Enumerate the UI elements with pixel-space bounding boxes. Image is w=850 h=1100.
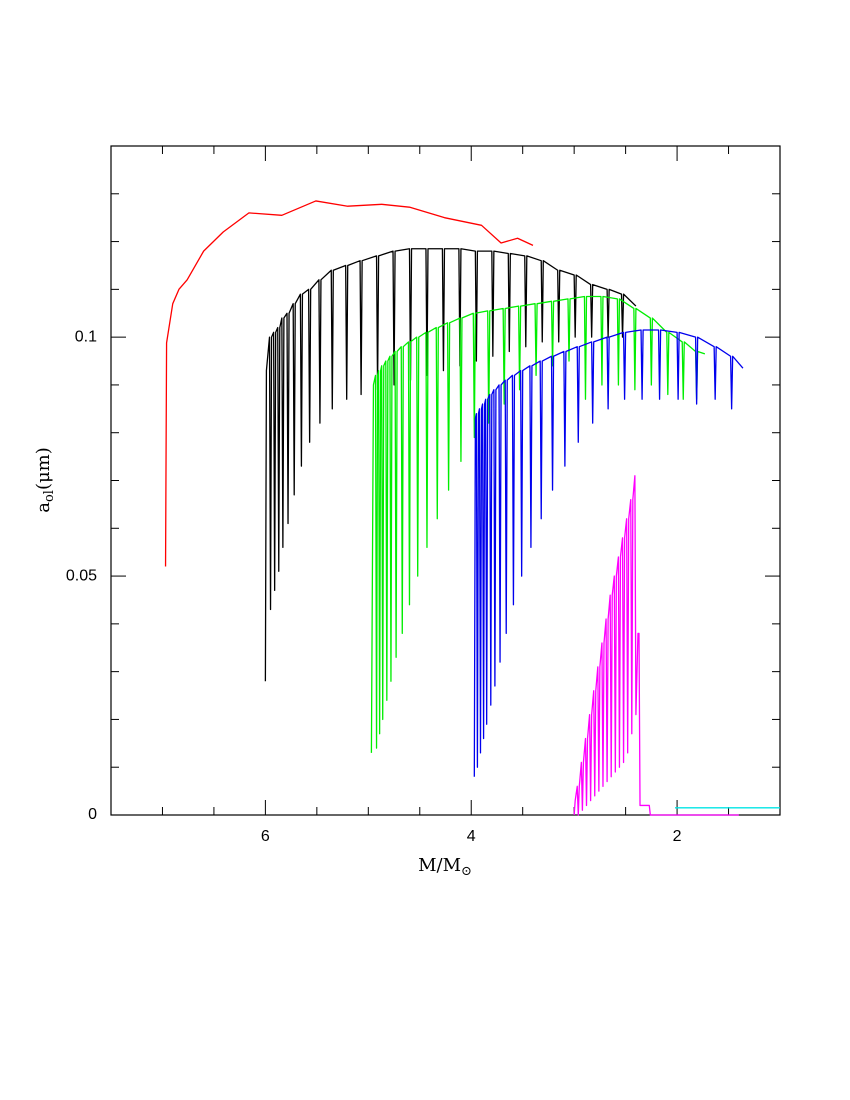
- y-tick-label: 0: [88, 806, 97, 823]
- x-label-main: M/M: [418, 855, 461, 876]
- x-axis-label: M/M⊙: [418, 855, 472, 879]
- y-label-sub: ol: [42, 490, 57, 502]
- series-line: [164, 200, 534, 567]
- x-tick-label: 6: [261, 828, 270, 845]
- series-line: [264, 248, 637, 682]
- y-label-main: a: [33, 502, 54, 513]
- plot-frame: [110, 145, 781, 816]
- y-label-rest: (μm): [33, 447, 54, 490]
- y-axis-label: aol(μm): [33, 447, 57, 513]
- y-tick-label: 0.05: [66, 567, 97, 584]
- x-tick-label: 4: [467, 828, 476, 845]
- series-line: [473, 329, 744, 777]
- x-tick-label: 2: [673, 828, 682, 845]
- y-tick-label: 0.1: [75, 328, 97, 345]
- series-line: [370, 295, 706, 753]
- series-line: [573, 475, 739, 816]
- x-label-sub: ⊙: [461, 864, 472, 879]
